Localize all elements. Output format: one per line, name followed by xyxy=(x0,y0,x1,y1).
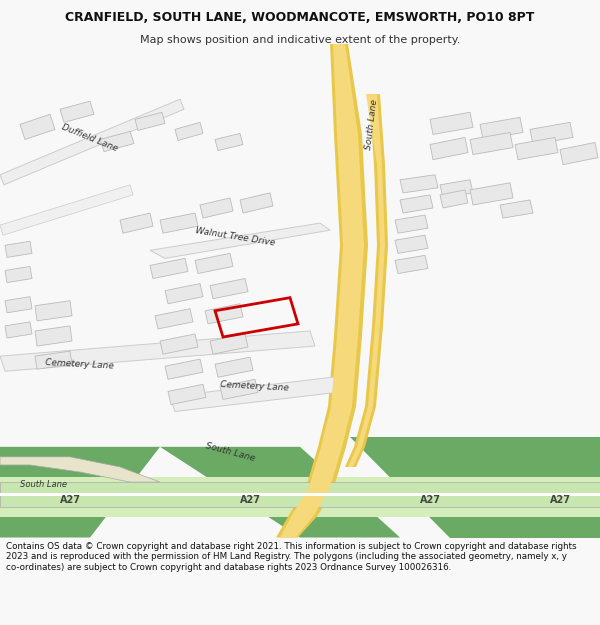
Text: South Lane: South Lane xyxy=(204,441,256,462)
Polygon shape xyxy=(35,326,72,346)
Polygon shape xyxy=(348,94,385,467)
Polygon shape xyxy=(280,44,364,538)
Polygon shape xyxy=(120,213,153,233)
Polygon shape xyxy=(215,357,253,377)
Polygon shape xyxy=(195,253,233,274)
Text: Cemetery Lane: Cemetery Lane xyxy=(46,358,115,371)
Polygon shape xyxy=(35,301,72,321)
Text: South Lane: South Lane xyxy=(364,99,380,150)
Text: A27: A27 xyxy=(419,495,440,505)
Polygon shape xyxy=(0,185,133,235)
Polygon shape xyxy=(240,193,273,213)
Polygon shape xyxy=(165,359,203,379)
Polygon shape xyxy=(100,131,134,152)
Text: Cemetery Lane: Cemetery Lane xyxy=(220,380,290,392)
Polygon shape xyxy=(560,142,598,164)
Polygon shape xyxy=(0,331,315,371)
Polygon shape xyxy=(150,258,188,279)
Text: Contains OS data © Crown copyright and database right 2021. This information is : Contains OS data © Crown copyright and d… xyxy=(6,542,577,572)
Polygon shape xyxy=(168,384,206,404)
Polygon shape xyxy=(430,112,473,134)
Polygon shape xyxy=(0,457,160,482)
Polygon shape xyxy=(350,437,600,538)
Polygon shape xyxy=(35,351,72,369)
Polygon shape xyxy=(215,133,243,151)
Polygon shape xyxy=(160,213,198,233)
Polygon shape xyxy=(0,447,160,538)
Text: Map shows position and indicative extent of the property.: Map shows position and indicative extent… xyxy=(140,35,460,45)
Polygon shape xyxy=(430,138,468,159)
Polygon shape xyxy=(200,198,233,218)
Text: Duffield Lane: Duffield Lane xyxy=(61,122,119,153)
Text: A27: A27 xyxy=(550,495,571,505)
Polygon shape xyxy=(400,175,438,193)
Polygon shape xyxy=(150,223,330,258)
Polygon shape xyxy=(60,101,94,122)
Polygon shape xyxy=(205,304,243,324)
Polygon shape xyxy=(220,379,258,399)
Polygon shape xyxy=(395,256,428,274)
Polygon shape xyxy=(160,447,400,538)
Text: CRANFIELD, SOUTH LANE, WOODMANCOTE, EMSWORTH, PO10 8PT: CRANFIELD, SOUTH LANE, WOODMANCOTE, EMSW… xyxy=(65,11,535,24)
Polygon shape xyxy=(160,334,198,354)
Polygon shape xyxy=(155,309,193,329)
Polygon shape xyxy=(395,215,428,233)
Polygon shape xyxy=(395,235,428,253)
Polygon shape xyxy=(0,482,600,508)
Polygon shape xyxy=(530,122,573,144)
Polygon shape xyxy=(440,190,468,208)
Polygon shape xyxy=(0,99,184,185)
Polygon shape xyxy=(0,493,600,496)
Text: South Lane: South Lane xyxy=(20,479,67,489)
Polygon shape xyxy=(20,114,55,139)
Text: A27: A27 xyxy=(239,495,260,505)
Polygon shape xyxy=(5,241,32,258)
Polygon shape xyxy=(0,477,600,518)
Polygon shape xyxy=(400,195,433,213)
Polygon shape xyxy=(480,118,523,139)
Polygon shape xyxy=(276,44,368,538)
Text: Walnut Tree Drive: Walnut Tree Drive xyxy=(194,226,275,248)
Polygon shape xyxy=(210,334,248,354)
Polygon shape xyxy=(165,284,203,304)
Polygon shape xyxy=(5,322,32,338)
Polygon shape xyxy=(345,94,388,467)
Polygon shape xyxy=(5,266,32,282)
Polygon shape xyxy=(440,180,473,198)
Polygon shape xyxy=(210,279,248,299)
Polygon shape xyxy=(470,182,513,205)
Polygon shape xyxy=(170,376,345,411)
Polygon shape xyxy=(515,138,558,159)
Polygon shape xyxy=(5,297,32,312)
Polygon shape xyxy=(500,200,533,218)
Polygon shape xyxy=(135,112,165,131)
Text: A27: A27 xyxy=(59,495,80,505)
Polygon shape xyxy=(175,122,203,141)
Polygon shape xyxy=(470,132,513,154)
